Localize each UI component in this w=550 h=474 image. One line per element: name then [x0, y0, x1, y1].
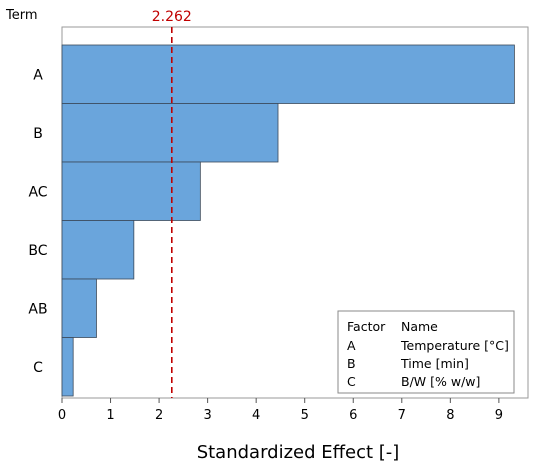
legend-name-b: Time [min] — [400, 356, 469, 371]
legend-name-a: Temperature [°C] — [400, 338, 509, 353]
category-label-a: A — [33, 67, 43, 83]
legend: Factor Name A Temperature [°C] B Time [m… — [337, 310, 515, 394]
x-ticks-layer: 0 1 2 3 4 5 6 7 8 9 — [58, 398, 503, 423]
x-tick-label: 2 — [155, 408, 163, 423]
x-tick-label: 8 — [446, 408, 454, 423]
category-label-c: C — [33, 360, 43, 376]
bar-ab — [61, 278, 97, 338]
reference-layer: 2.262 — [152, 9, 192, 398]
bar-bc — [61, 220, 135, 280]
legend-header-factor: Factor — [347, 319, 386, 334]
bar-c — [61, 337, 74, 397]
category-label-bc: BC — [28, 243, 47, 259]
x-tick-label: 7 — [398, 408, 406, 423]
x-tick-label: 6 — [349, 408, 357, 423]
x-tick-label: 4 — [252, 408, 260, 423]
legend-box — [337, 310, 515, 394]
legend-name-c: B/W [% w/w] — [401, 374, 480, 389]
bars-layer — [61, 44, 515, 397]
legend-header-name: Name — [401, 319, 438, 334]
x-tick-label: 9 — [495, 408, 503, 423]
bar-b — [61, 103, 279, 163]
category-label-b: B — [33, 126, 43, 142]
legend-factor-a: A — [347, 338, 356, 353]
legend-factor-c: C — [347, 374, 356, 389]
bar-a — [61, 44, 515, 104]
legend-factor-b: B — [347, 356, 356, 371]
category-label-ac: AC — [28, 184, 47, 200]
bar-ac — [61, 161, 201, 221]
x-axis-title: Standardized Effect [-] — [197, 442, 400, 463]
y-axis-title: Term — [5, 8, 38, 23]
x-tick-label: 3 — [203, 408, 211, 423]
x-tick-label: 5 — [301, 408, 309, 423]
x-tick-label: 0 — [58, 408, 66, 423]
category-label-ab: AB — [28, 301, 47, 317]
reference-line-label: 2.262 — [152, 9, 192, 25]
x-tick-label: 1 — [106, 408, 114, 423]
